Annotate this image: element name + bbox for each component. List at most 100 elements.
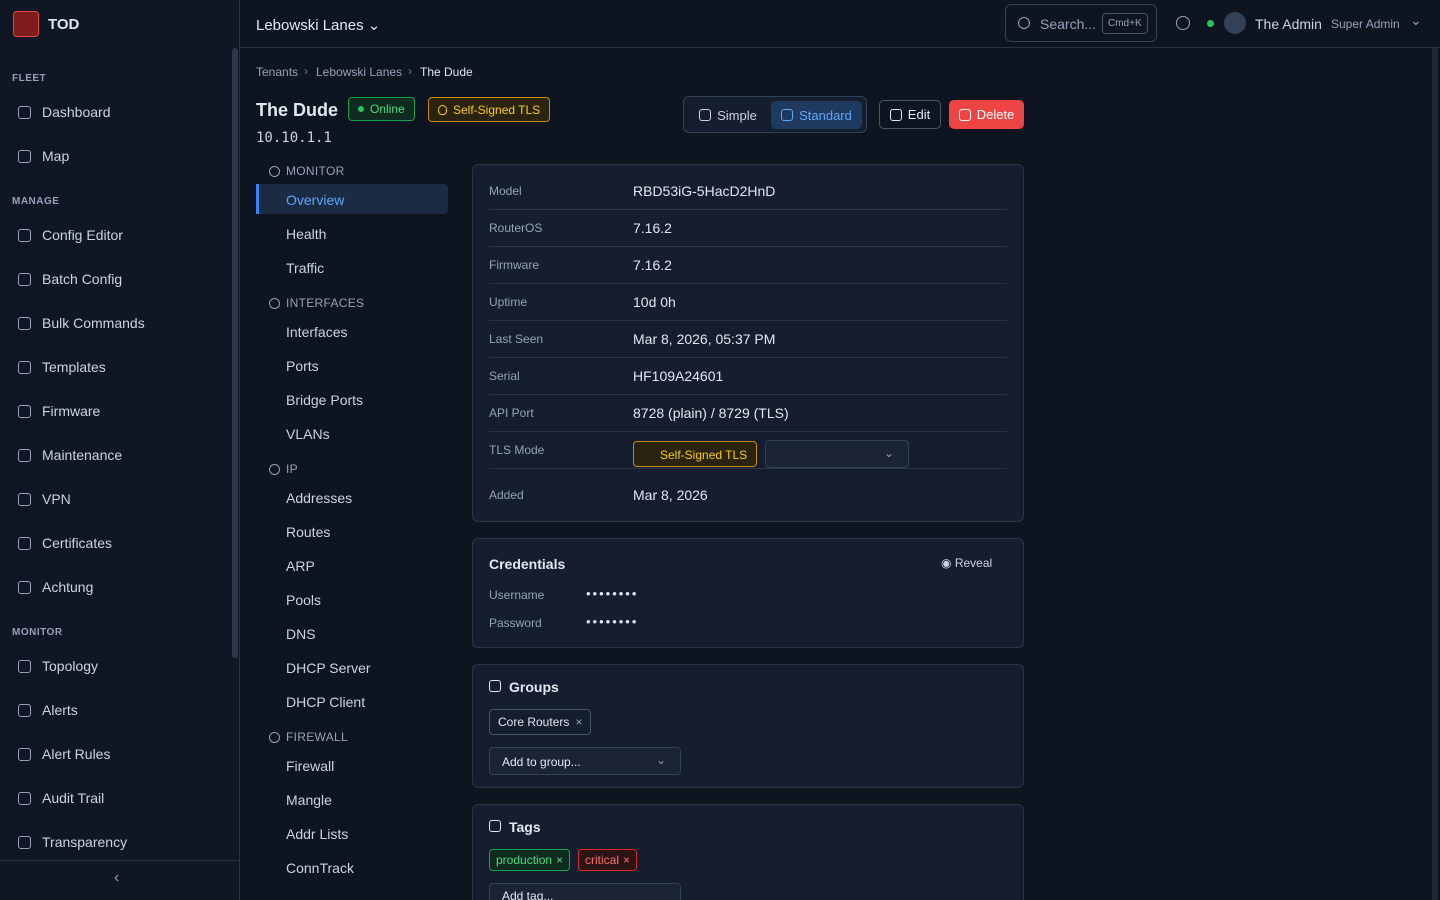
nav-item[interactable]: Audit Trail <box>42 790 105 806</box>
nav-item[interactable]: Firmware <box>42 403 101 419</box>
subnav-icon <box>269 298 280 309</box>
nav-item[interactable]: VPN <box>42 491 71 507</box>
nav-icon <box>18 493 31 506</box>
nav-item[interactable]: Achtung <box>42 579 94 595</box>
nav-item[interactable]: Config Editor <box>42 227 123 243</box>
breadcrumb-item[interactable]: Tenants <box>256 65 299 79</box>
subnav-item[interactable]: ARP <box>286 558 315 574</box>
topbar <box>240 0 1440 48</box>
subnav-item[interactable]: Addresses <box>286 490 353 506</box>
edit-button[interactable]: Edit <box>879 100 941 129</box>
nav-item[interactable]: Alerts <box>42 702 78 718</box>
nav-item[interactable]: Map <box>42 148 70 164</box>
nav-item[interactable]: Alert Rules <box>42 746 111 762</box>
subnav-item[interactable]: Bridge Ports <box>286 392 364 408</box>
credential-label: Password <box>489 616 542 630</box>
info-label: Model <box>489 184 522 198</box>
collapse-button[interactable]: ‹ <box>114 869 120 886</box>
reveal-label: Reveal <box>954 556 993 570</box>
subnav-item[interactable]: Routes <box>286 524 331 540</box>
breadcrumb-separator: › <box>304 64 308 78</box>
subnav-icon <box>269 166 280 177</box>
nav-item[interactable]: Bulk Commands <box>42 315 145 331</box>
subnav-item[interactable]: Traffic <box>286 260 325 276</box>
simple-button[interactable]: Simple <box>689 101 767 129</box>
user-role: Super Admin <box>1331 17 1400 31</box>
credential-value: •••••••• <box>586 586 639 601</box>
subnav-item[interactable]: Addr Lists <box>286 826 349 842</box>
subnav-icon <box>269 732 280 743</box>
user-name[interactable]: The Admin <box>1255 16 1322 32</box>
reveal-button[interactable]: ◉ Reveal <box>941 556 993 570</box>
group-name: Core Routers <box>498 715 570 729</box>
remove-tag[interactable]: × <box>623 853 631 867</box>
breadcrumb-item: The Dude <box>420 65 473 79</box>
info-value: 8728 (plain) / 8729 (TLS) <box>633 405 789 421</box>
nav-item[interactable]: Maintenance <box>42 447 123 463</box>
nav-icon <box>18 229 31 242</box>
nav-icon <box>18 836 31 849</box>
avatar[interactable] <box>1224 12 1246 34</box>
remove-group[interactable]: × <box>575 715 583 729</box>
subnav-item[interactable]: ConnTrack <box>286 860 354 876</box>
groups-title: Groups <box>489 679 559 695</box>
subnav-item[interactable]: DHCP Client <box>286 694 366 710</box>
standard-button[interactable]: Standard <box>771 101 862 129</box>
row-divider <box>489 246 1007 247</box>
remove-tag[interactable]: × <box>556 853 564 867</box>
subnav-group: IP <box>286 462 298 476</box>
nav-item[interactable]: Dashboard <box>42 104 111 120</box>
sidebar <box>0 0 240 900</box>
app-name: TOD <box>48 16 80 33</box>
subnav-item[interactable]: Interfaces <box>286 324 348 340</box>
info-label: TLS Mode <box>489 443 545 457</box>
subnav-group: FIREWALL <box>286 730 348 744</box>
edit-label: Edit <box>907 107 931 122</box>
subnav-item[interactable]: VLANs <box>286 426 330 442</box>
nav-icon <box>18 704 31 717</box>
subnav-item[interactable]: Health <box>286 226 327 242</box>
theme-toggle[interactable] <box>1176 16 1190 30</box>
group-select[interactable]: Add to group... <box>489 747 681 775</box>
subnav-item[interactable]: Firewall <box>286 758 335 774</box>
subnav-item[interactable]: Ports <box>286 358 319 374</box>
subnav-item[interactable]: Overview <box>286 192 345 208</box>
nav-icon <box>18 106 31 119</box>
subnav-item[interactable]: Pools <box>286 592 322 608</box>
group-chip: Core Routers × <box>489 709 592 735</box>
info-label: Uptime <box>489 295 528 309</box>
credential-label: Username <box>489 588 545 602</box>
row-divider <box>489 209 1007 210</box>
tls-mode-badge: Self-Signed TLS <box>633 441 758 467</box>
user-menu-chevron[interactable]: ⌄ <box>1410 12 1422 28</box>
info-label: Firmware <box>489 258 539 272</box>
credentials-card <box>472 538 1024 648</box>
standard-label: Standard <box>799 107 852 123</box>
device-ip: 10.10.1.1 <box>256 130 332 146</box>
tag-select[interactable]: Add tag... <box>489 883 681 900</box>
nav-item[interactable]: Batch Config <box>42 271 123 287</box>
subnav-item[interactable]: Mangle <box>286 792 332 808</box>
logo <box>13 11 39 37</box>
tag-name: production <box>496 853 553 867</box>
breadcrumb-separator: › <box>408 64 412 78</box>
nav-item[interactable]: Certificates <box>42 535 113 551</box>
info-label: API Port <box>489 406 534 420</box>
nav-icon <box>18 361 31 374</box>
search-icon <box>1018 17 1030 29</box>
breadcrumb-item[interactable]: Lebowski Lanes <box>316 65 403 79</box>
subnav-item[interactable]: DNS <box>286 626 316 642</box>
nav-item[interactable]: Templates <box>42 359 106 375</box>
nav-icon <box>18 660 31 673</box>
tls-mode-select[interactable] <box>765 440 909 468</box>
delete-button[interactable]: Delete <box>949 100 1024 129</box>
nav-item[interactable]: Transparency <box>42 834 128 850</box>
tenant-select[interactable]: Lebowski Lanes ⌄ <box>256 17 381 34</box>
nav-icon <box>18 581 31 594</box>
subnav-item[interactable]: DHCP Server <box>286 660 371 676</box>
simple-label: Simple <box>717 107 757 123</box>
nav-item[interactable]: Topology <box>42 658 99 674</box>
credentials-title: Credentials <box>489 556 566 572</box>
search[interactable]: Search... Cmd+K <box>1005 4 1157 42</box>
select-chevron: ⌄ <box>884 446 895 460</box>
